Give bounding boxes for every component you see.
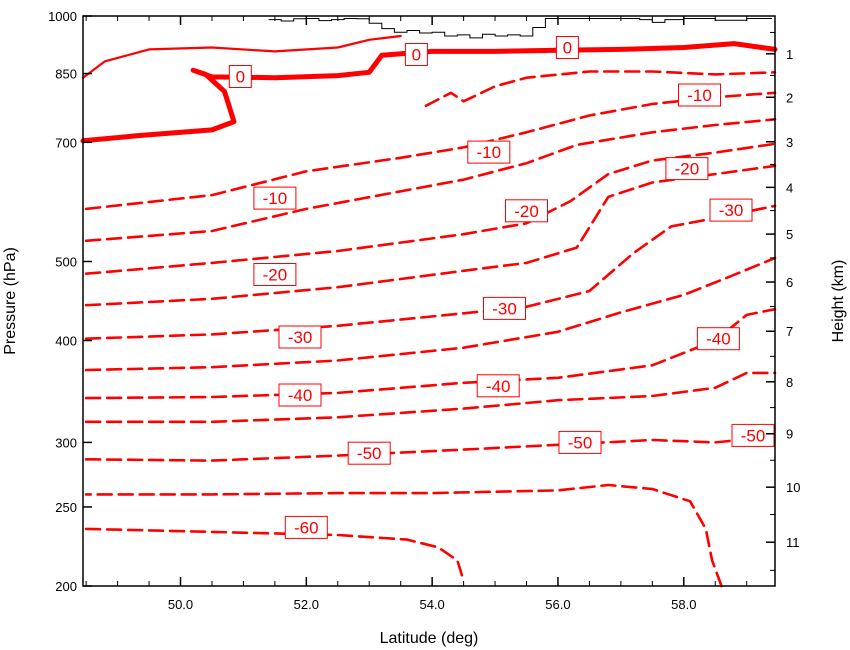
- contour-line-minus-10: [424, 70, 777, 108]
- x-tick-label: 56.0: [545, 597, 570, 612]
- terrain-line: [268, 18, 772, 39]
- height-tick-label: 1: [786, 47, 793, 62]
- contour-label: -10: [253, 186, 297, 210]
- contour-line-minus-10: [84, 91, 777, 211]
- svg-text:-10: -10: [687, 86, 712, 105]
- svg-text:-10: -10: [263, 189, 288, 208]
- contour-label: -40: [476, 374, 520, 398]
- height-tick-label: 2: [786, 90, 793, 105]
- y-tick-label: 500: [55, 254, 77, 269]
- contour-label: -30: [278, 325, 322, 349]
- y-axis-title-left: Pressure (hPa): [2, 247, 19, 355]
- contour-label: -10: [678, 83, 721, 107]
- contour-labels: -60 -50 -50 -50 -40 -40 -40 -30 -30 -30 -20 -20 -20 -…: [228, 36, 775, 539]
- height-tick-label: 6: [786, 275, 793, 290]
- contour-line-0: [81, 34, 402, 79]
- height-tick-label: 5: [786, 227, 793, 242]
- contour-line-minus-40: [84, 307, 777, 400]
- y-axis-height: 1 2 3 4 5 6 7 8 9 10 11: [766, 31, 800, 571]
- contour-line-minus-60: [84, 483, 723, 588]
- contour-line-minus-60: [84, 527, 465, 582]
- svg-text:-20: -20: [675, 160, 700, 179]
- contour-label: -50: [558, 430, 602, 454]
- svg-text:-20: -20: [514, 202, 539, 221]
- x-tick-label: 54.0: [419, 597, 444, 612]
- svg-text:-30: -30: [492, 299, 517, 318]
- terrain-outline: [268, 18, 772, 39]
- height-tick-label: 10: [786, 480, 800, 495]
- contour-label: -20: [665, 157, 709, 181]
- contour-label: -30: [709, 198, 753, 222]
- y-tick-label: 300: [55, 435, 77, 450]
- y-tick-label: 400: [55, 334, 77, 349]
- x-tick-label: 50.0: [168, 597, 193, 612]
- contour-line-minus-20: [84, 142, 777, 275]
- y-axis-title-right: Height (km): [830, 260, 847, 343]
- height-tick-label: 4: [786, 180, 793, 195]
- x-tick-label: 58.0: [671, 597, 696, 612]
- contour-label: 0: [404, 43, 428, 66]
- svg-text:-30: -30: [719, 201, 744, 220]
- y-tick-label: 200: [55, 579, 77, 594]
- height-tick-label: 8: [786, 375, 793, 390]
- contour-label: 0: [555, 36, 579, 59]
- height-tick-label: 11: [786, 535, 800, 550]
- svg-text:-50: -50: [741, 426, 766, 445]
- plot-frame: [82, 15, 776, 587]
- contour-label: -20: [505, 199, 548, 223]
- svg-text:-20: -20: [263, 266, 288, 285]
- contour-line-0: [80, 41, 778, 144]
- contour-label: -10: [467, 140, 511, 164]
- contour-label: -50: [347, 441, 391, 465]
- contour-line-minus-30: [84, 204, 777, 340]
- svg-text:-30: -30: [288, 328, 313, 347]
- contour-label: -50: [731, 423, 775, 447]
- svg-text:-60: -60: [294, 518, 319, 537]
- y-tick-label: 850: [55, 67, 77, 82]
- x-axis: 50.0 52.0 54.0 56.0 58.0: [85, 16, 748, 612]
- svg-text:-10: -10: [477, 143, 502, 162]
- contour-label: -20: [253, 263, 297, 286]
- height-tick-label: 9: [786, 427, 793, 442]
- contour-label: -40: [278, 383, 322, 407]
- svg-text:-40: -40: [706, 330, 731, 349]
- y-tick-label: 1000: [48, 9, 77, 24]
- contour-lines: [80, 34, 778, 588]
- height-tick-label: 7: [786, 324, 793, 339]
- contour-label: -40: [696, 327, 740, 351]
- x-axis-title: Latitude (deg): [380, 630, 479, 647]
- y-tick-label: 700: [55, 135, 77, 150]
- contour-label: 0: [228, 65, 252, 88]
- y-axis-pressure: 200 250 300 400 500 700 850 1000: [48, 9, 92, 594]
- svg-text:-40: -40: [288, 386, 313, 405]
- contour-line-minus-40: [84, 256, 777, 372]
- svg-text:0: 0: [563, 39, 572, 58]
- height-tick-label: 3: [786, 135, 793, 150]
- svg-text:-50: -50: [357, 444, 382, 463]
- contour-line-minus-50: [84, 435, 777, 462]
- x-tick-label: 52.0: [294, 597, 319, 612]
- svg-text:0: 0: [236, 68, 245, 87]
- contour-label: -30: [483, 296, 526, 320]
- contour-label: -60: [284, 515, 328, 539]
- y-tick-label: 250: [55, 500, 77, 515]
- contour-line-minus-50: [84, 371, 777, 424]
- svg-text:-50: -50: [568, 433, 593, 452]
- svg-text:0: 0: [412, 46, 421, 65]
- contour-line-minus-10: [84, 118, 777, 243]
- svg-text:-40: -40: [486, 377, 511, 396]
